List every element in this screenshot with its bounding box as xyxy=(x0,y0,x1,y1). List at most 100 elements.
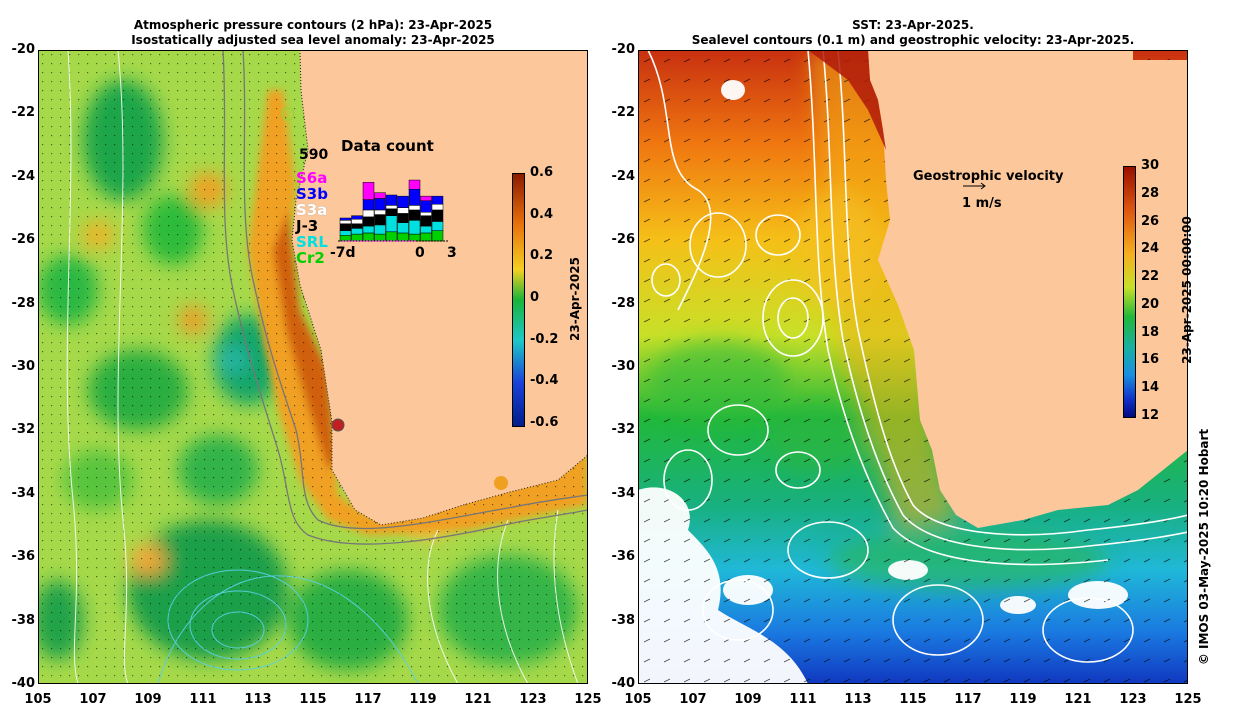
data-count-bar-segment xyxy=(397,222,409,234)
x-tick: 121 xyxy=(464,692,492,707)
x-tick: 125 xyxy=(574,692,602,707)
data-count-bar-segment xyxy=(362,209,375,218)
data-count-bar-segment xyxy=(420,195,432,202)
data-count-bar-segment xyxy=(362,216,375,227)
data-count-bar-segment xyxy=(374,192,386,199)
data-count-bar-segment xyxy=(339,223,352,231)
data-count-mission-label: S6a xyxy=(296,169,328,187)
data-count-bar-segment xyxy=(397,195,409,208)
data-count-bar-segment xyxy=(374,233,386,242)
data-count-bar-segment xyxy=(385,231,398,242)
y-tick: -38 xyxy=(611,612,636,628)
anomaly-colorbar-tick: 0.4 xyxy=(530,206,554,222)
tide-gauge-marker[interactable] xyxy=(331,418,345,432)
velocity-legend-scale: 1 m/s xyxy=(962,196,1002,211)
right-map[interactable] xyxy=(638,50,1188,684)
credit-text: © IMOS 03-May-2025 10:20 Hobart xyxy=(1197,428,1211,666)
velocity-scale-arrow-icon xyxy=(963,182,986,190)
anomaly-colorbar-tick: -0.6 xyxy=(530,415,559,430)
data-count-bar-segment xyxy=(420,212,432,216)
data-count-tick-zero: 0 xyxy=(415,245,425,261)
y-tick: -34 xyxy=(11,485,36,501)
cyan-contours xyxy=(157,569,419,684)
data-count-bar-segment xyxy=(408,209,421,221)
data-count-bar-segment xyxy=(362,199,375,211)
y-tick: -20 xyxy=(11,42,36,57)
tide-gauge-marker-3[interactable] xyxy=(281,107,295,121)
sst-colorbar-tick: 24 xyxy=(1141,241,1160,257)
sea-level-contours xyxy=(647,50,1188,663)
data-count-tick-start: -7d xyxy=(330,245,356,261)
data-count-bar-segment xyxy=(351,233,363,242)
data-count-bar-segment xyxy=(339,217,352,221)
data-count-bar-segment xyxy=(374,224,386,235)
data-count-bar-segment xyxy=(351,223,363,229)
data-count-bar-segment xyxy=(339,220,352,225)
data-count-bar-segment xyxy=(431,221,444,231)
tide-gauge-marker-2[interactable] xyxy=(494,476,508,490)
x-tick: 115 xyxy=(899,692,927,707)
anomaly-colorbar-tick: -0.4 xyxy=(530,373,559,389)
anomaly-colorbar-tick: 0.6 xyxy=(530,165,554,180)
sst-colorbar-tick: 28 xyxy=(1141,185,1160,201)
sst-colorbar-tick: 12 xyxy=(1141,408,1160,423)
sst-colorbar-tick: 14 xyxy=(1141,380,1160,396)
anomaly-colorbar-label: 23-Apr-2025 xyxy=(568,257,582,341)
x-tick: 113 xyxy=(844,692,872,707)
y-tick: -32 xyxy=(11,422,36,438)
left-title: Atmospheric pressure contours (2 hPa): 2… xyxy=(38,18,588,48)
anomaly-colorbar-ticks: 0.6 0.4 0.2 0 -0.2 -0.4 -0.6 xyxy=(530,165,570,430)
data-count-bar-segment xyxy=(431,203,444,211)
x-tick: 111 xyxy=(189,692,217,707)
x-tick: 115 xyxy=(299,692,327,707)
x-tick: 119 xyxy=(1009,692,1037,707)
y-tick: -28 xyxy=(611,295,636,311)
data-count-bar-segment xyxy=(408,179,421,190)
y-tick: -40 xyxy=(611,676,636,691)
data-count-bar-segment xyxy=(385,208,398,216)
left-title-line1: Atmospheric pressure contours (2 hPa): 2… xyxy=(133,18,493,32)
right-map-frame xyxy=(638,50,1188,684)
data-count-bar-segment xyxy=(385,215,398,233)
data-count-bar-segment xyxy=(420,232,432,242)
data-count-tick-end: 3 xyxy=(447,245,457,261)
data-count-mission-label: Cr2 xyxy=(296,249,325,267)
data-count-bar-segment xyxy=(420,215,432,227)
sst-colorbar xyxy=(1123,166,1136,418)
data-count-bar-segment xyxy=(362,232,375,242)
data-count-bar-segment xyxy=(420,225,432,234)
left-title-line2: Isostatically adjusted sea level anomaly… xyxy=(131,33,495,47)
sst-colorbar-tick: 26 xyxy=(1141,213,1160,229)
right-title: SST: 23-Apr-2025. Sealevel contours (0.1… xyxy=(638,18,1188,48)
left-map[interactable] xyxy=(38,50,588,684)
sst-colorbar-tick: 30 xyxy=(1141,158,1160,173)
y-tick: -24 xyxy=(11,168,36,184)
x-tick: 105 xyxy=(624,692,652,707)
sst-colorbar-label: 23-Apr-2025 00:00:00 xyxy=(1180,216,1194,364)
x-tick: 117 xyxy=(954,692,982,707)
y-tick: -40 xyxy=(11,676,36,691)
warm-coastal-water xyxy=(808,50,886,150)
right-title-line2: Sealevel contours (0.1 m) and geostrophi… xyxy=(691,33,1135,47)
anomaly-colorbar-tick: -0.2 xyxy=(530,331,559,347)
data-count-bar-segment xyxy=(362,225,375,234)
x-tick: 107 xyxy=(79,692,107,707)
data-count-bar-segment xyxy=(374,209,386,215)
data-count-bar-segment xyxy=(339,235,352,242)
x-tick: 119 xyxy=(409,692,437,707)
data-count-bar-segment xyxy=(408,189,421,206)
y-tick: -34 xyxy=(611,485,636,501)
x-tick: 113 xyxy=(244,692,272,707)
data-count-mission-label: J-3 xyxy=(296,217,319,235)
sst-colorbar-tick: 18 xyxy=(1141,324,1160,340)
x-tick: 105 xyxy=(24,692,52,707)
data-count-bar-segment xyxy=(362,182,375,200)
anomaly-colorbar-tick: 0.2 xyxy=(530,248,554,264)
data-count-chart xyxy=(338,179,448,242)
anomaly-colorbar-tick: 0 xyxy=(530,290,540,305)
data-count-bar-segment xyxy=(397,207,409,214)
data-count-mission-label: S3a xyxy=(296,201,328,219)
x-tick: 107 xyxy=(679,692,707,707)
x-tick: 125 xyxy=(1174,692,1202,707)
left-map-frame xyxy=(38,50,588,684)
